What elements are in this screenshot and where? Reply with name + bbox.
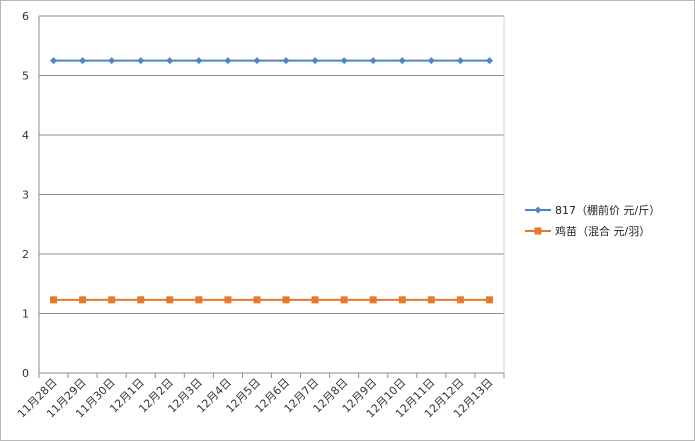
data-point xyxy=(485,57,493,65)
y-tick-label: 0 xyxy=(22,367,29,380)
data-point xyxy=(398,57,406,65)
data-point xyxy=(369,296,377,304)
data-point xyxy=(108,296,116,304)
data-point xyxy=(253,57,261,65)
y-tick-label: 6 xyxy=(22,10,29,23)
data-point xyxy=(137,57,145,65)
data-point xyxy=(369,57,377,65)
data-point xyxy=(340,296,348,304)
data-point xyxy=(282,57,290,65)
data-point xyxy=(253,296,261,304)
legend-marker xyxy=(534,206,542,214)
legend-label: 鸡苗（混合 元/羽） xyxy=(555,224,650,238)
data-point xyxy=(137,296,145,304)
data-point xyxy=(340,57,348,65)
y-tick-label: 5 xyxy=(22,70,29,83)
legend-label: 817（棚前价 元/斤） xyxy=(555,203,660,217)
data-point xyxy=(456,296,464,304)
legend-marker xyxy=(534,227,542,235)
data-point xyxy=(427,296,435,304)
y-tick-label: 4 xyxy=(22,129,29,142)
data-point xyxy=(108,57,116,65)
data-point xyxy=(398,296,406,304)
data-point xyxy=(50,57,58,65)
data-point xyxy=(195,57,203,65)
data-point xyxy=(79,296,87,304)
data-point xyxy=(166,296,174,304)
data-point xyxy=(311,296,319,304)
data-point xyxy=(224,296,232,304)
y-tick-label: 2 xyxy=(22,248,29,261)
data-point xyxy=(456,57,464,65)
data-point xyxy=(79,57,87,65)
data-point xyxy=(50,296,58,304)
data-point xyxy=(311,57,319,65)
y-tick-label: 3 xyxy=(22,189,29,202)
data-point xyxy=(224,57,232,65)
data-point xyxy=(195,296,203,304)
data-point xyxy=(282,296,290,304)
y-tick-label: 1 xyxy=(22,308,29,321)
data-point xyxy=(427,57,435,65)
data-point xyxy=(166,57,174,65)
data-point xyxy=(485,296,493,304)
